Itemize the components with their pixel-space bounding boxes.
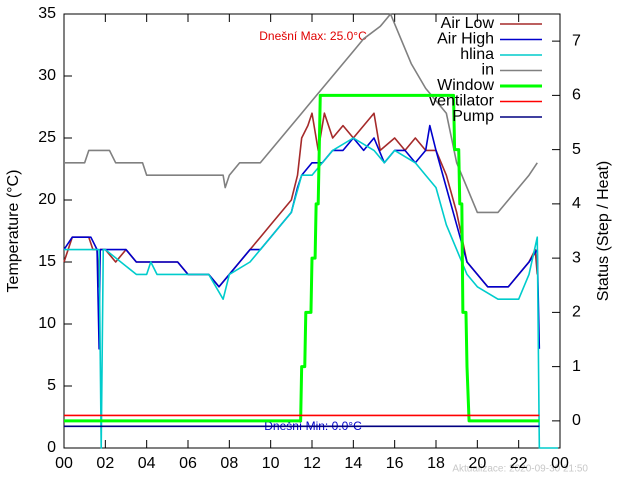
y-tick-label: 10	[38, 315, 56, 332]
y2-tick-label: 7	[572, 32, 581, 49]
x-tick-label: 18	[427, 455, 445, 472]
series-line	[63, 124, 541, 350]
y-tick-label: 20	[38, 191, 56, 208]
y-tick-label: 30	[38, 67, 56, 84]
update-annotation: Aktualizace: 2020-09-30 21:50	[452, 464, 588, 475]
y2-axis-label: Status (Step / Heat)	[595, 161, 612, 302]
x-tick-label: 04	[138, 455, 156, 472]
x-tick-label: 16	[386, 455, 404, 472]
legend-label: in	[482, 62, 494, 79]
legend-label: Window	[437, 77, 494, 94]
y-tick-label: 25	[38, 129, 56, 146]
legend-label: Air High	[437, 31, 494, 48]
y2-tick-label: 2	[572, 304, 581, 321]
x-tick-label: 00	[551, 455, 569, 472]
x-tick-label: 14	[344, 455, 362, 472]
y-tick-label: 15	[38, 253, 56, 270]
legend-label: Air Low	[441, 15, 495, 32]
x-tick-label: 10	[262, 455, 280, 472]
max-annotation: Dnešní Max: 25.0°C	[259, 29, 367, 43]
y-axis-label: Temperature (°C)	[5, 170, 22, 293]
x-tick-label: 08	[220, 455, 238, 472]
x-tick-label: 20	[468, 455, 486, 472]
y-tick-label: 5	[47, 377, 56, 394]
y2-tick-label: 0	[572, 412, 581, 429]
legend-label: Pump	[452, 108, 494, 125]
x-tick-label: 06	[179, 455, 197, 472]
series-line	[64, 93, 540, 423]
series-line	[64, 137, 558, 449]
y2-tick-label: 4	[572, 195, 581, 212]
y2-tick-label: 3	[572, 249, 581, 266]
y-tick-label: 0	[47, 439, 56, 456]
x-tick-label: 22	[510, 455, 528, 472]
series-line	[64, 13, 538, 214]
x-tick-label: 02	[96, 455, 114, 472]
legend-label: hlina	[460, 46, 494, 63]
y2-tick-label: 6	[572, 87, 581, 104]
legend-label: ventilator	[429, 93, 495, 110]
y2-tick-label: 5	[572, 141, 581, 158]
y2-tick-label: 1	[572, 358, 581, 375]
y-tick-label: 35	[38, 5, 56, 22]
x-tick-label: 00	[55, 455, 73, 472]
x-tick-label: 12	[303, 455, 321, 472]
